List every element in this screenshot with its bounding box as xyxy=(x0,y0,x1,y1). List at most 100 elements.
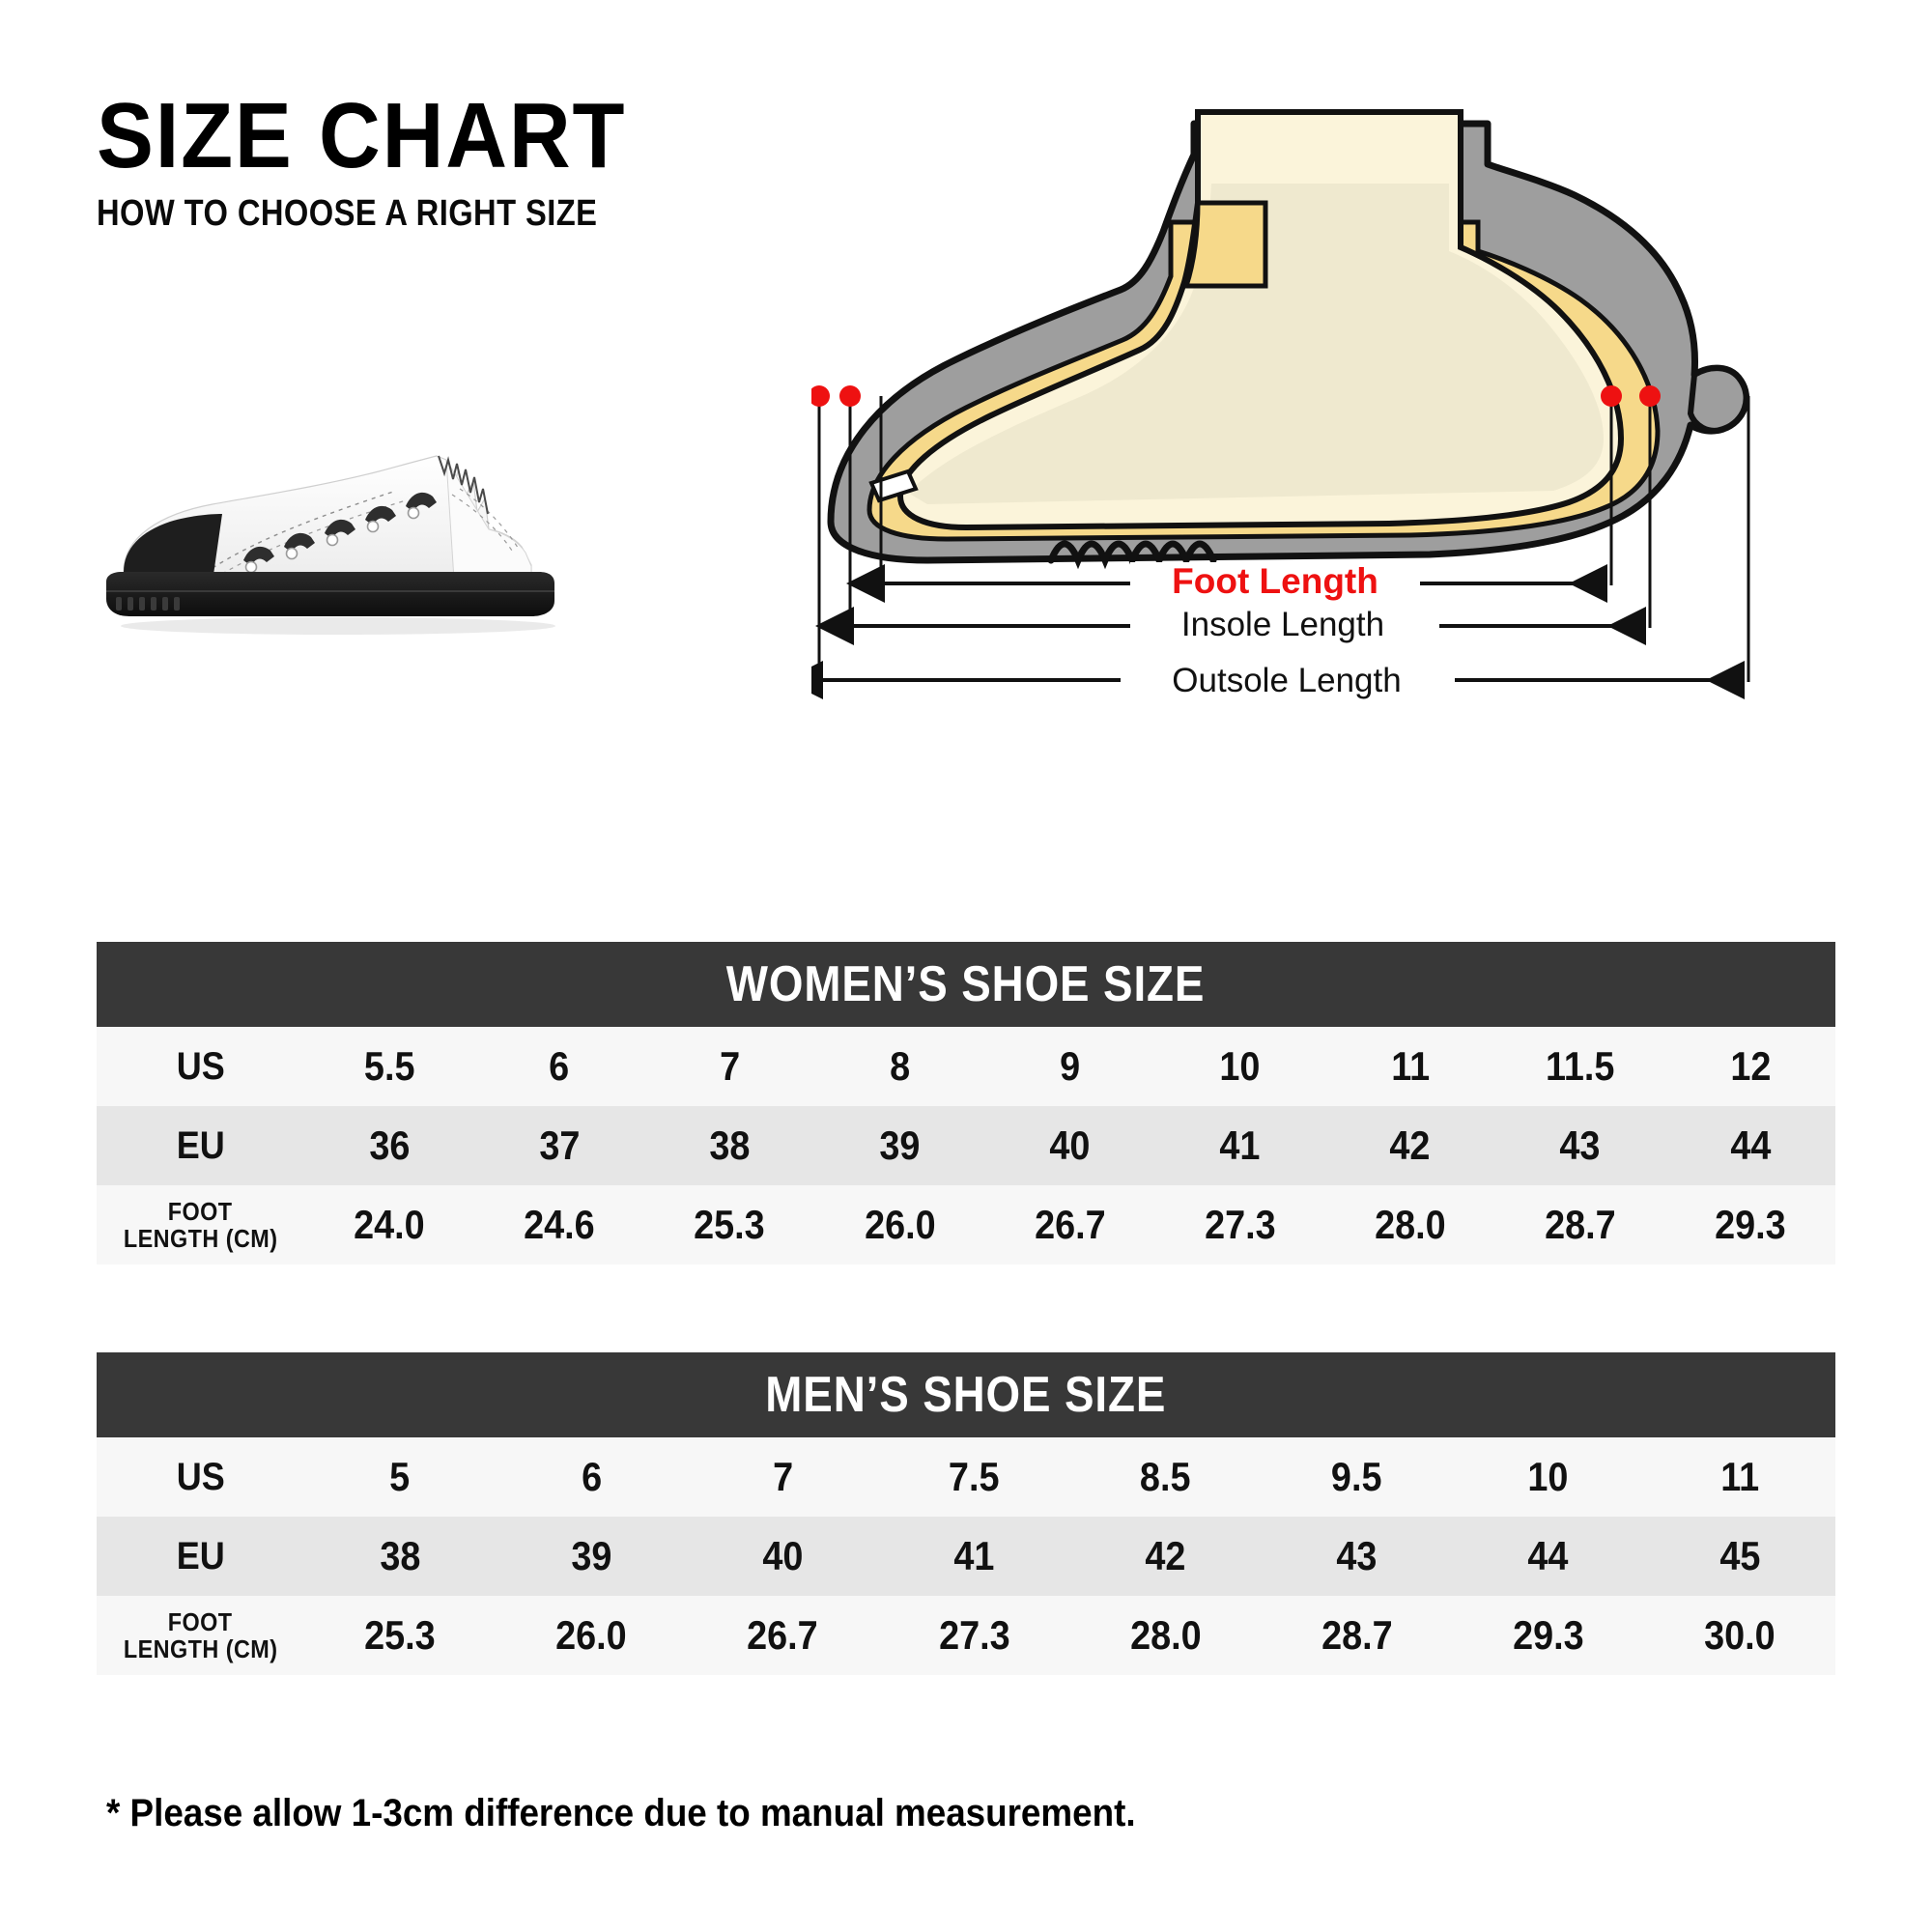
table-row: FOOT LENGTH (CM) 25.3 26.0 26.7 27.3 28.0 28.7 2… xyxy=(97,1596,1835,1675)
insole-length-label: Insole Length xyxy=(1181,606,1384,643)
table-cell: 25.3 xyxy=(694,1202,766,1247)
table-cell: 11 xyxy=(1390,1043,1430,1089)
table-cell: 28.7 xyxy=(1545,1202,1616,1247)
table-cell: 5 xyxy=(389,1454,411,1499)
table-cell: 27.3 xyxy=(1204,1202,1276,1247)
table-cell: 8 xyxy=(889,1043,910,1089)
table-cell: 27.3 xyxy=(938,1612,1010,1658)
table-cell: 28.0 xyxy=(1374,1202,1446,1247)
womens-table-grid: US 5.5 6 7 8 9 10 11 11.5 12 EU 36 37 38 39 40 41 42 43 44 F… xyxy=(97,1027,1835,1264)
toe-wedge xyxy=(1182,200,1268,289)
table-cell: 5.5 xyxy=(363,1043,415,1089)
table-cell: 7.5 xyxy=(949,1454,1000,1499)
outsole-length-label: Outsole Length xyxy=(1172,662,1401,699)
table-cell: 10 xyxy=(1219,1043,1261,1089)
outsole-length-label-bg xyxy=(1121,659,1455,701)
table-cell: 26.7 xyxy=(1034,1202,1106,1247)
table-cell: 43 xyxy=(1559,1122,1601,1168)
womens-table-header: WOMEN’S SHOE SIZE xyxy=(97,942,1835,1027)
table-cell: 26.7 xyxy=(747,1612,819,1658)
diagram-svg: Foot Length Insole Length Outsole Length xyxy=(784,109,1750,701)
mens-table-grid: US 5 6 7 7.5 8.5 9.5 10 11 EU 38 39 40 41 42 43 44 45 FOOT… xyxy=(97,1437,1835,1675)
table-cell: 30.0 xyxy=(1704,1612,1776,1658)
shoe-shadow xyxy=(121,617,555,635)
table-cell: 10 xyxy=(1527,1454,1569,1499)
table-cell: 45 xyxy=(1719,1533,1760,1578)
measurement-disclaimer: * Please allow 1-3cm difference due to m… xyxy=(106,1792,1136,1834)
table-row: EU 38 39 40 41 42 43 44 45 xyxy=(97,1517,1835,1596)
measurement-marker-dots xyxy=(809,385,1661,407)
table-cell: 7 xyxy=(772,1454,793,1499)
mens-table-body: US 5 6 7 7.5 8.5 9.5 10 11 EU 38 39 40 41 42 43 44 45 FOOT… xyxy=(97,1437,1835,1675)
table-cell: 43 xyxy=(1336,1533,1378,1578)
mens-table-header: MEN’S SHOE SIZE xyxy=(97,1352,1835,1437)
table-cell: 7 xyxy=(719,1043,740,1089)
row-label-eu: EU xyxy=(176,1534,225,1577)
shoe-eyelets xyxy=(244,506,420,574)
table-cell: 8.5 xyxy=(1140,1454,1191,1499)
table-cell: 42 xyxy=(1145,1533,1186,1578)
page-subtitle: HOW TO CHOOSE A RIGHT SIZE xyxy=(97,193,598,235)
table-cell: 26.0 xyxy=(555,1612,627,1658)
mens-size-table: MEN’S SHOE SIZE US 5 6 7 7.5 8.5 9.5 10 11 EU 38 39… xyxy=(97,1352,1835,1675)
table-cell: 38 xyxy=(380,1533,421,1578)
table-row: US 5.5 6 7 8 9 10 11 11.5 12 xyxy=(97,1027,1835,1106)
table-cell: 6 xyxy=(581,1454,602,1499)
sneaker-illustration xyxy=(68,367,628,657)
table-cell: 41 xyxy=(953,1533,995,1578)
table-cell: 38 xyxy=(709,1122,751,1168)
table-cell: 24.0 xyxy=(354,1202,425,1247)
table-cell: 29.3 xyxy=(1513,1612,1584,1658)
row-label-foot: FOOT LENGTH (CM) xyxy=(123,1606,278,1663)
table-cell: 12 xyxy=(1729,1043,1771,1089)
table-cell: 24.6 xyxy=(524,1202,595,1247)
table-cell: 40 xyxy=(762,1533,804,1578)
table-cell: 40 xyxy=(1049,1122,1091,1168)
mens-table-title: MEN’S SHOE SIZE xyxy=(765,1367,1167,1423)
table-cell: 28.0 xyxy=(1129,1612,1202,1658)
table-cell: 41 xyxy=(1219,1122,1261,1168)
foot-length-label-bg xyxy=(1130,562,1420,603)
table-cell: 9.5 xyxy=(1331,1454,1382,1499)
table-cell: 29.3 xyxy=(1715,1202,1786,1247)
table-cell: 9 xyxy=(1059,1043,1081,1089)
shoe-toe-tread xyxy=(116,597,180,611)
sole-tread-wave xyxy=(1047,540,1217,570)
table-cell: 6 xyxy=(549,1043,570,1089)
table-cell: 11 xyxy=(1719,1454,1759,1499)
table-cell: 39 xyxy=(571,1533,612,1578)
sneaker-svg xyxy=(106,455,555,635)
table-row: US 5 6 7 7.5 8.5 9.5 10 11 xyxy=(97,1437,1835,1517)
womens-table-body: US 5.5 6 7 8 9 10 11 11.5 12 EU 36 37 38 39 40 41 42 43 44 F… xyxy=(97,1027,1835,1264)
table-cell: 11.5 xyxy=(1546,1043,1615,1089)
row-label-us: US xyxy=(176,1044,225,1088)
table-cell: 36 xyxy=(369,1122,411,1168)
table-cell: 44 xyxy=(1729,1122,1771,1168)
table-row: EU 36 37 38 39 40 41 42 43 44 xyxy=(97,1106,1835,1185)
table-cell: 25.3 xyxy=(364,1612,436,1658)
insole-length-label-bg xyxy=(1130,605,1439,645)
row-label-foot: FOOT LENGTH (CM) xyxy=(123,1196,278,1253)
foot-length-label: Foot Length xyxy=(1172,561,1378,601)
table-cell: 28.7 xyxy=(1321,1612,1393,1658)
table-cell: 37 xyxy=(539,1122,581,1168)
table-cell: 42 xyxy=(1389,1122,1431,1168)
shoe-zigzag-trim xyxy=(438,455,489,515)
page-header: SIZE CHART HOW TO CHOOSE A RIGHT SIZE xyxy=(97,84,679,235)
shoe-toe-cap xyxy=(124,514,222,582)
row-label-eu: EU xyxy=(176,1123,225,1167)
row-label-us: US xyxy=(176,1455,225,1498)
womens-table-title: WOMEN’S SHOE SIZE xyxy=(726,956,1206,1012)
table-cell: 39 xyxy=(879,1122,921,1168)
table-cell: 44 xyxy=(1527,1533,1569,1578)
shoe-heel-tab xyxy=(1687,365,1749,434)
table-row: FOOT LENGTH (CM) 24.0 24.6 25.3 26.0 26.7 27.3 2… xyxy=(97,1185,1835,1264)
womens-size-table: WOMEN’S SHOE SIZE US 5.5 6 7 8 9 10 11 11.5 12 EU 3… xyxy=(97,942,1835,1264)
foot-measurement-diagram: Foot Length Insole Length Outsole Length xyxy=(784,106,1855,840)
page-title: SIZE CHART xyxy=(97,84,627,187)
foot-shading xyxy=(908,184,1604,504)
table-cell: 26.0 xyxy=(864,1202,936,1247)
shoe-upper xyxy=(123,455,532,582)
shoe-sole xyxy=(106,572,554,616)
